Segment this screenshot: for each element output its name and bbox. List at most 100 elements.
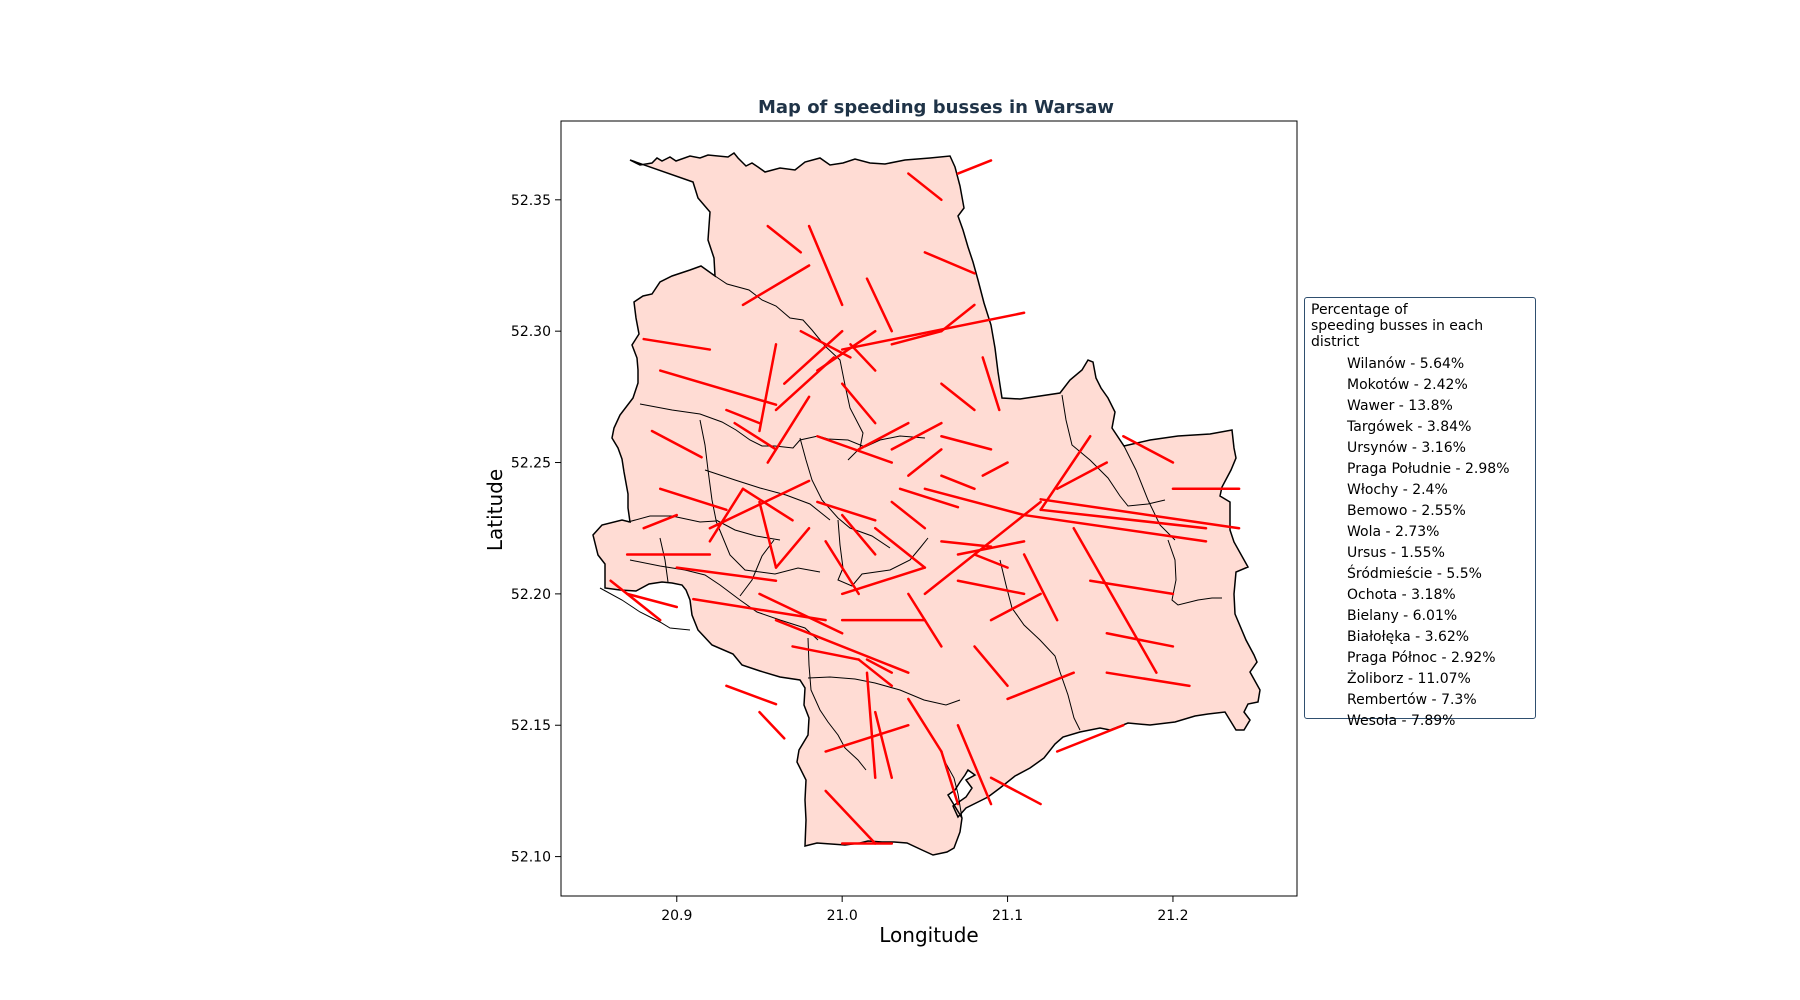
y-tick-label: 52.30 [511,324,551,340]
speeding-segment [890,421,943,451]
speeding-segment [907,172,943,202]
speeding-segment [890,329,943,346]
y-tick-label: 52.15 [511,718,551,734]
x-axis: 20.9 21.0 21.1 21.2 [661,896,1189,924]
legend-entry: Bemowo - 2.55% [1347,503,1466,519]
speeding-segment [981,461,1009,477]
speeding-segment [865,658,894,674]
district-border [837,519,929,587]
district-border [807,676,961,706]
legend-entries: Wilanów - 5.64% Mokotów - 2.42% Wawer - 13… [1311,354,1529,732]
city-boundary [592,151,1261,856]
speeding-segment [956,723,993,806]
speeding-segment [1039,498,1241,530]
speeding-segment [807,224,844,307]
speeding-segment [1039,508,1208,530]
district-border [1167,539,1222,606]
speeding-segment [981,356,1001,412]
x-axis-label: Longitude [879,923,978,947]
map-title: Map of speeding busses in Warsaw [758,97,1114,118]
district-border [629,559,819,641]
x-tick-label: 21.1 [992,908,1023,924]
speeding-segment [650,429,703,459]
speeding-segment [940,750,960,806]
speeding-segment [741,487,794,522]
speeding-segment [1022,513,1208,543]
legend-title: Percentage of speeding busses in each di… [1311,302,1529,350]
speeding-segment [799,329,852,359]
speeding-segment [708,487,745,543]
speeding-segment [898,487,960,509]
x-tick-label: 21.2 [1157,908,1188,924]
speeding-segment [658,369,778,406]
speeding-segment [989,776,1042,806]
speeding-segment [923,487,1026,517]
speeding-segment [791,645,860,661]
district-border [807,637,867,771]
legend-entry: Śródmieście - 5.5% [1347,566,1482,582]
x-tick-label: 20.9 [661,908,692,924]
speeding-segment [675,566,778,582]
speeding-segment [857,421,910,451]
speeding-segment [824,723,910,753]
speeding-segment [973,645,1009,688]
district-border [699,419,781,541]
legend-entry: Wesoła - 7.89% [1347,713,1456,729]
district-border [715,520,821,575]
speeding-segment [1055,723,1125,753]
speeding-segment [840,513,877,556]
speeding-segment [816,435,894,464]
speeding-segment [766,395,811,464]
speeding-segment [658,487,728,512]
speeding-segment [1072,526,1158,674]
speeding-segment [816,500,877,522]
legend-entry: Ursus - 1.55% [1347,545,1445,561]
district-border [599,587,691,631]
legend-title-line-1: Percentage of [1311,302,1408,318]
speeding-segment [956,540,1026,556]
legend-entry: Praga Północ - 2.92% [1347,650,1496,666]
legend-entry: Żoliborz - 11.07% [1347,671,1471,687]
district-border [1123,445,1176,541]
speeding-segment [907,592,943,648]
x-tick-label: 21.0 [827,908,858,924]
speeding-segment [940,382,976,412]
speeding-segment [956,579,1026,596]
speeding-segment [1039,435,1092,512]
speeding-segment [865,671,877,780]
speeding-segment [857,658,894,688]
speeding-segment [774,618,910,674]
legend-entry: Rembertów - 7.3% [1347,692,1477,708]
speeding-segment [774,526,811,569]
legend-entry: Praga Południe - 2.98% [1347,461,1510,477]
legend-entry: Targówek - 3.84% [1347,419,1472,435]
speeding-segment [890,500,927,530]
speeding-segment [907,697,943,753]
speeding-segment [1022,553,1059,622]
district-border [1061,394,1166,507]
y-axis-label: Latitude [483,469,507,551]
legend-entry: Wawer - 13.8% [1347,398,1453,414]
speeding-segment [692,597,827,622]
map-layer [592,151,1261,856]
speeding-segment [849,343,877,372]
speeding-segment [956,159,993,175]
speeding-segment [1055,461,1109,491]
speeding-segment [1105,632,1175,648]
speeding-segment [973,553,1009,569]
speeding-segment [824,789,877,845]
speeding-segment [1122,435,1175,464]
speeding-segment [642,513,679,530]
speeding-segment [923,251,976,275]
district-border [799,437,891,549]
legend-entry: Ochota - 3.18% [1347,587,1456,603]
legend-entry: Wilanów - 5.64% [1347,356,1465,372]
speeding-segment [1089,579,1175,596]
speeding-segment [873,526,927,569]
legend-entry: Włochy - 2.4% [1347,482,1448,498]
y-tick-label: 52.10 [511,850,551,866]
speeding-segment [741,264,811,307]
district-border [739,539,775,597]
speeding-segment [609,579,662,622]
